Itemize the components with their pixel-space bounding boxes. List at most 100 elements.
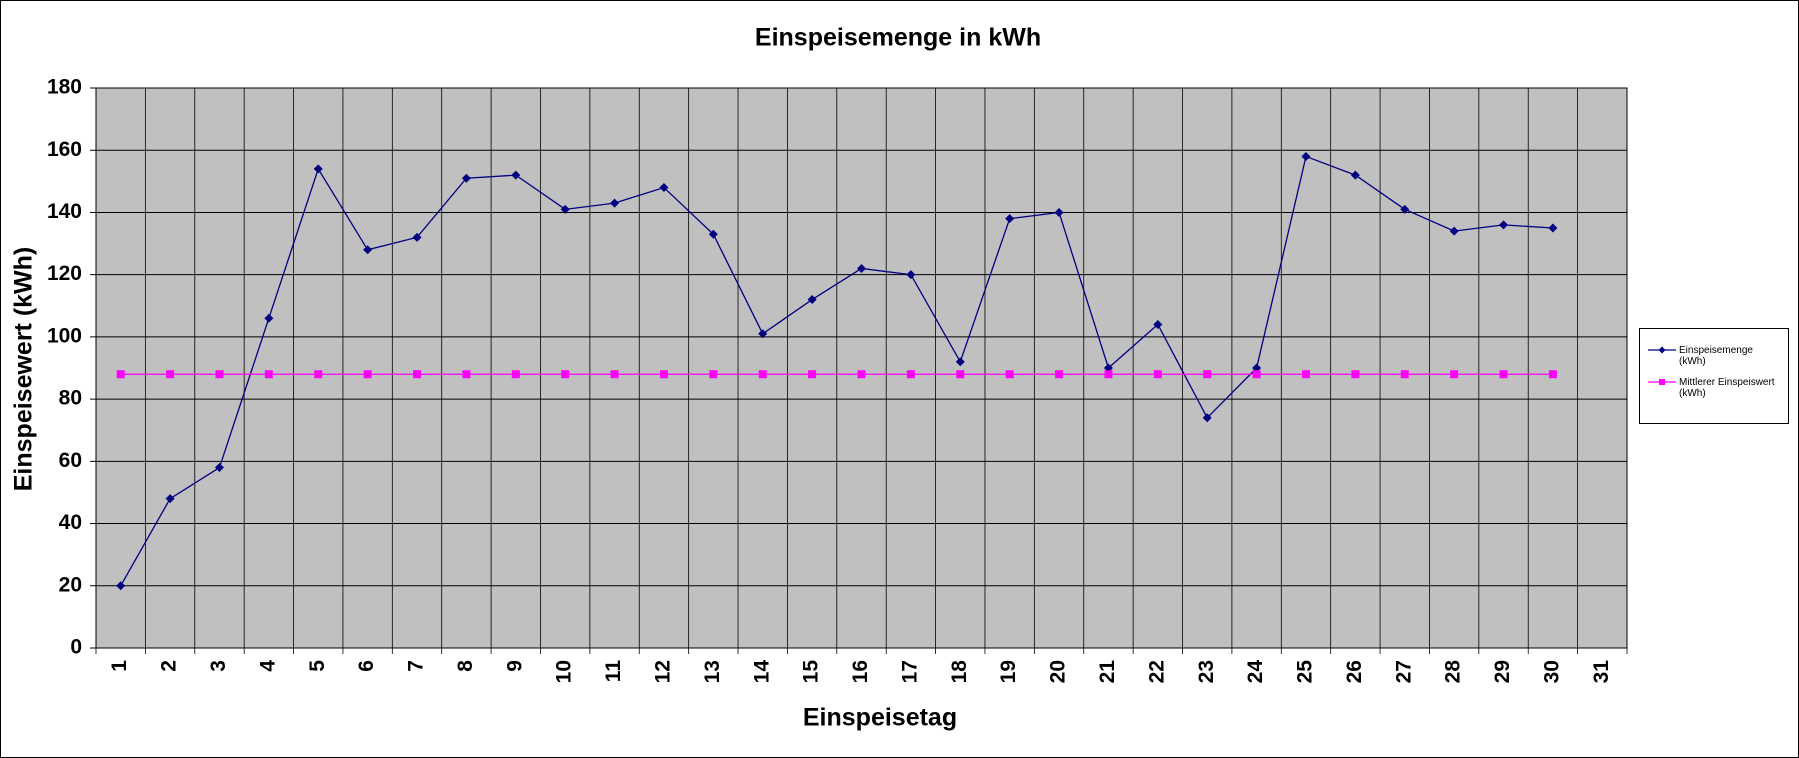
marker [1153,370,1162,379]
marker [214,463,224,473]
marker [462,370,471,379]
marker [758,370,767,379]
marker [808,370,817,379]
x-tick-label: 15 [800,660,823,684]
marker [857,370,866,379]
marker [1301,151,1311,161]
marker [363,245,373,255]
y-tick-label: 180 [47,76,82,99]
x-tick-label: 12 [651,660,674,683]
marker [165,494,175,504]
legend-entry: Einspeisemenge (kWh) [1648,345,1779,367]
series-line [120,155,1553,587]
marker [1499,370,1508,379]
x-tick-label: 29 [1491,660,1514,683]
marker [1301,370,1310,379]
marker [1449,226,1459,236]
x-tick-label: 23 [1195,660,1218,683]
x-tick-label: 26 [1343,660,1366,683]
x-tick-label: 9 [503,660,526,672]
marker [264,313,274,323]
x-tick-label: 1 [108,660,131,672]
legend-swatch [1648,379,1676,385]
marker [1202,413,1212,423]
marker [1548,370,1557,379]
marker [807,295,817,305]
y-tick-label: 0 [70,636,82,659]
marker [1005,370,1014,379]
x-tick-label: 30 [1540,660,1563,683]
legend-swatch [1648,346,1676,354]
plot-area [96,88,1627,648]
marker [659,183,669,193]
x-axis-label: Einspeisetag [803,704,957,732]
x-tick-label: 13 [701,660,724,683]
legend-marker [1658,346,1666,354]
marker [313,164,323,174]
x-tick-label: 22 [1145,660,1168,683]
y-tick-label: 120 [47,262,82,285]
marker [659,370,668,379]
marker [1400,204,1410,214]
marker [708,229,718,239]
marker [956,370,965,379]
legend-label: Mittlerer Einspeiswert (kWh) [1679,377,1775,399]
marker [1005,214,1015,224]
marker [610,198,620,208]
legend-marker [1659,379,1665,385]
marker [215,370,224,379]
marker [1153,319,1163,329]
y-tick-label: 20 [59,573,82,596]
x-tick-label: 5 [306,660,329,672]
x-tick-label: 6 [355,660,378,672]
marker [314,370,323,379]
marker [955,357,965,367]
x-tick-label: 28 [1442,660,1465,684]
x-tick-label: 14 [750,660,773,684]
y-tick-label: 100 [47,324,82,347]
marker [906,370,915,379]
y-tick-label: 80 [59,387,82,410]
legend: Einspeisemenge (kWh) Mittlerer Einspeiswe… [1639,328,1789,424]
x-tick-label: 18 [948,660,971,684]
marker [1400,370,1409,379]
marker [1350,170,1360,180]
marker [116,370,125,379]
x-tick-label: 3 [207,660,230,672]
marker [1054,207,1064,217]
marker [758,329,768,339]
y-tick-label: 140 [47,200,82,223]
marker [511,370,520,379]
chart-title: Einspeisemenge in kWh [755,24,1041,52]
x-tick-label: 4 [256,660,279,672]
marker [906,270,916,280]
x-tick-label: 24 [1244,660,1267,684]
marker [857,263,866,273]
x-tick-label: 11 [602,660,625,683]
marker [1252,370,1261,379]
marker [560,204,570,214]
marker [1104,370,1113,379]
marker [363,370,372,379]
legend-label: Einspeisemenge (kWh) [1679,345,1753,367]
marker [1450,370,1459,379]
legend-entry: Mittlerer Einspeiswert (kWh) [1648,377,1779,399]
marker [412,232,422,242]
marker [1203,370,1212,379]
marker [166,370,175,379]
marker [1499,220,1509,230]
y-tick-label: 40 [59,511,82,534]
marker [116,581,126,591]
x-tick-label: 21 [1096,660,1119,684]
plot-border [95,87,1628,649]
marker [511,170,521,180]
y-tick-label: 160 [47,138,82,161]
x-tick-label: 20 [1047,660,1070,683]
x-tick-label: 19 [997,660,1020,683]
x-tick-label: 7 [405,660,428,672]
marker [413,370,422,379]
x-tick-label: 17 [898,660,921,683]
y-axis-label: Einspeisewert (kWh) [10,247,38,492]
